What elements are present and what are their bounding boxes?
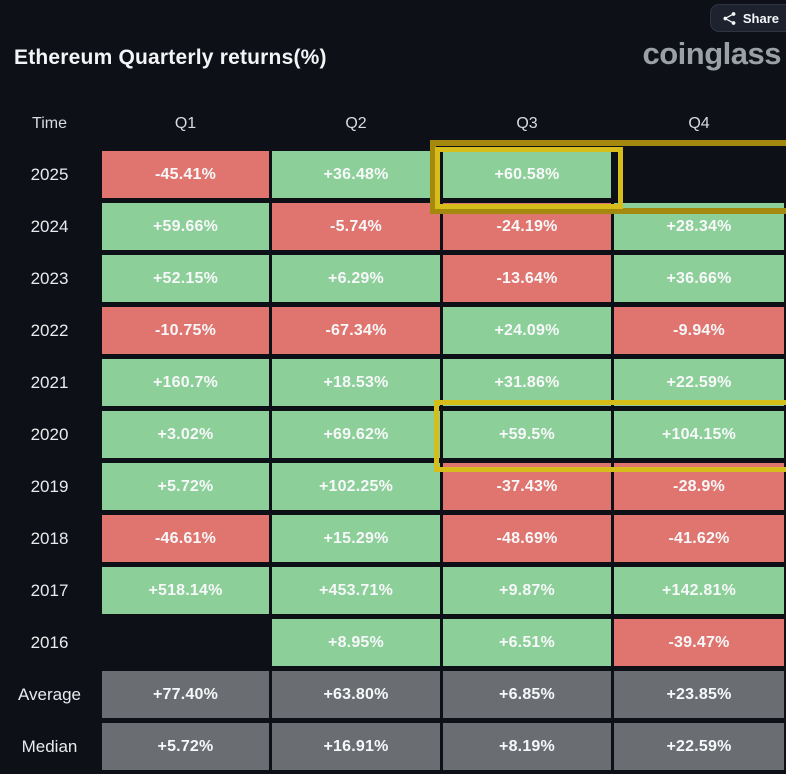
cell-2020-q1: +3.02% (102, 411, 269, 458)
row-label-2025: 2025 (30, 164, 69, 184)
cell-2018-q2: +15.29% (272, 515, 440, 562)
cell-average-q1: +77.40% (102, 671, 269, 718)
cell-2017-q1: +518.14% (102, 567, 269, 614)
cell-2022-q4: -9.94% (614, 307, 784, 354)
cell-2025-q2: +36.48% (272, 151, 440, 198)
cell-2019-q4: -28.9% (614, 463, 784, 510)
row-label-2016: 2016 (30, 632, 69, 652)
column-header-time: Time (32, 115, 67, 132)
row-label-2021: 2021 (30, 372, 69, 392)
page-title: Ethereum Quarterly returns(%) (14, 46, 327, 69)
cell-2025-q3: +60.58% (443, 151, 611, 198)
cell-2021-q2: +18.53% (272, 359, 440, 406)
cell-2018-q1: -46.61% (102, 515, 269, 562)
column-header-q1: Q1 (174, 115, 197, 132)
share-button-label: Share (742, 10, 779, 26)
cell-2016-q2: +8.95% (272, 619, 440, 666)
cell-2019-q2: +102.25% (272, 463, 440, 510)
column-header-q4: Q4 (688, 115, 710, 132)
share-button[interactable]: Share (709, 4, 786, 32)
row-label-2019: 2019 (30, 476, 69, 496)
cell-median-q4: +22.59% (614, 723, 784, 770)
cell-2022-q2: -67.34% (272, 307, 440, 354)
row-label-average: Average (17, 684, 81, 704)
cell-2025-q4 (614, 151, 784, 198)
column-header-q3: Q3 (516, 115, 538, 132)
row-label-2017: 2017 (30, 580, 69, 600)
cell-2024-q3: -24.19% (443, 203, 611, 250)
row-label-median: Median (21, 736, 78, 756)
cell-2023-q2: +6.29% (272, 255, 440, 302)
share-icon (722, 11, 737, 26)
cell-median-q1: +5.72% (102, 723, 269, 770)
cell-median-q3: +8.19% (443, 723, 611, 770)
cell-2021-q3: +31.86% (443, 359, 611, 406)
cell-2020-q4: +104.15% (614, 411, 784, 458)
cell-2020-q2: +69.62% (272, 411, 440, 458)
cell-2017-q3: +9.87% (443, 567, 611, 614)
cell-median-q2: +16.91% (272, 723, 440, 770)
cell-average-q2: +63.80% (272, 671, 440, 718)
cell-average-q4: +23.85% (614, 671, 784, 718)
column-header-q2: Q2 (345, 115, 367, 132)
cell-2024-q4: +28.34% (614, 203, 784, 250)
cell-2016-q4: -39.47% (614, 619, 784, 666)
cell-2024-q2: -5.74% (272, 203, 440, 250)
cell-2016-q3: +6.51% (443, 619, 611, 666)
row-label-2020: 2020 (30, 424, 69, 444)
cell-2021-q4: +22.59% (614, 359, 784, 406)
cell-2023-q3: -13.64% (443, 255, 611, 302)
cell-2023-q1: +52.15% (102, 255, 269, 302)
cell-2018-q4: -41.62% (614, 515, 784, 562)
cell-2017-q4: +142.81% (614, 567, 784, 614)
row-label-2022: 2022 (30, 320, 69, 340)
cell-2024-q1: +59.66% (102, 203, 269, 250)
cell-2019-q1: +5.72% (102, 463, 269, 510)
cell-2016-q1 (102, 619, 269, 666)
cell-2019-q3: -37.43% (443, 463, 611, 510)
cell-2020-q3: +59.5% (443, 411, 611, 458)
row-label-2018: 2018 (30, 528, 69, 548)
cell-2022-q3: +24.09% (443, 307, 611, 354)
cell-average-q3: +6.85% (443, 671, 611, 718)
cell-2025-q1: -45.41% (102, 151, 269, 198)
row-label-2023: 2023 (30, 268, 69, 288)
cell-2023-q4: +36.66% (614, 255, 784, 302)
cell-2017-q2: +453.71% (272, 567, 440, 614)
row-label-2024: 2024 (30, 216, 69, 236)
cell-2021-q1: +160.7% (102, 359, 269, 406)
cell-2018-q3: -48.69% (443, 515, 611, 562)
coinglass-logo: coinglass (642, 36, 782, 71)
cell-2022-q1: -10.75% (102, 307, 269, 354)
quarterly-returns-table: Time Q1 Q2 Q3 Q4 2025 -45.41% +36.48% +60.58% 202… (0, 102, 784, 770)
